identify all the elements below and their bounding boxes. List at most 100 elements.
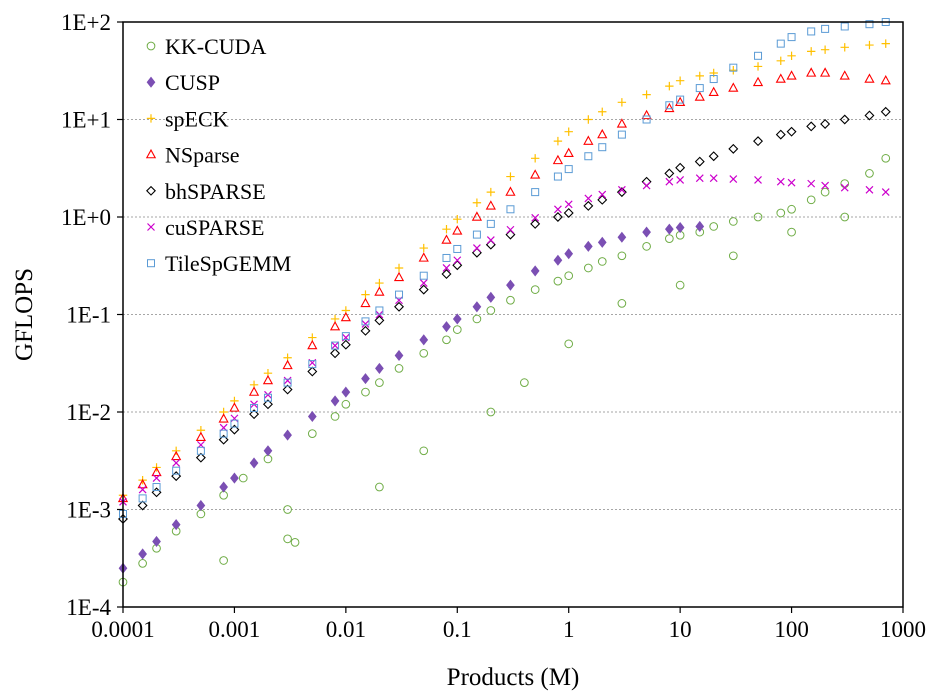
data-point <box>695 174 704 183</box>
data-point <box>728 143 739 154</box>
data-point <box>283 505 292 514</box>
data-point <box>195 452 206 463</box>
data-point <box>138 485 147 494</box>
data-point <box>840 212 850 222</box>
data-point <box>641 109 652 120</box>
data-point <box>374 315 385 326</box>
x-tick-label: 10 <box>669 617 692 642</box>
data-point <box>196 446 205 455</box>
x-axis-title: Products (M) <box>447 664 580 691</box>
data-point <box>282 384 293 395</box>
data-point <box>171 519 181 531</box>
data-point <box>709 222 719 231</box>
data-point <box>597 236 607 248</box>
data-point <box>564 248 574 260</box>
data-point <box>441 269 452 280</box>
series-cusp <box>118 220 705 574</box>
data-point <box>283 534 292 544</box>
data-point <box>865 169 874 178</box>
data-point <box>708 86 719 97</box>
legend-marker <box>147 223 155 231</box>
data-point <box>218 413 229 423</box>
data-point <box>341 399 351 409</box>
data-point <box>152 483 161 492</box>
y-tick-label: 1E+0 <box>61 205 111 230</box>
data-point <box>329 320 341 331</box>
data-point <box>597 194 608 205</box>
data-point <box>137 500 148 511</box>
legend-label: KK-CUDA <box>165 34 267 59</box>
data-point <box>840 22 849 31</box>
data-point <box>553 205 562 214</box>
data-point <box>360 325 371 336</box>
data-point <box>486 236 495 244</box>
data-point <box>471 211 483 221</box>
data-point <box>664 168 675 179</box>
data-point <box>419 271 428 280</box>
data-point <box>787 227 796 237</box>
data-point <box>530 218 541 229</box>
data-point <box>695 220 705 232</box>
data-point <box>530 285 540 294</box>
data-point <box>341 386 351 398</box>
data-point <box>819 67 831 77</box>
data-point <box>807 27 816 36</box>
data-point <box>472 198 482 207</box>
data-point <box>642 242 651 251</box>
data-point <box>729 63 738 72</box>
data-point <box>563 147 574 158</box>
data-point <box>598 190 607 199</box>
y-tick-label: 1E+2 <box>61 10 111 35</box>
data-point <box>172 459 181 467</box>
data-point <box>563 207 574 218</box>
data-point <box>664 234 674 243</box>
data-point <box>152 474 161 483</box>
data-point <box>675 162 686 173</box>
data-point <box>552 154 564 165</box>
data-point <box>340 339 351 350</box>
data-point <box>472 301 482 313</box>
data-point <box>840 179 850 188</box>
data-point <box>553 136 563 146</box>
data-point <box>249 457 259 469</box>
x-tick-label: 0.001 <box>209 617 261 642</box>
legend-item: KK-CUDA <box>146 34 267 59</box>
data-point <box>248 386 260 396</box>
data-point <box>453 214 462 224</box>
data-point <box>375 378 384 387</box>
data-point <box>229 424 240 435</box>
data-point <box>283 429 292 441</box>
data-point <box>308 360 317 369</box>
data-point <box>360 297 371 308</box>
data-point <box>787 178 796 187</box>
data-point <box>821 181 830 190</box>
data-point <box>394 364 404 373</box>
legend-label: NSparse <box>165 143 240 168</box>
y-axis-title: GFLOPS <box>11 268 38 361</box>
x-tick-label: 1 <box>563 617 575 642</box>
series-nsparse <box>117 67 891 503</box>
data-point <box>263 445 273 457</box>
data-point <box>584 115 593 124</box>
legend-label: TileSpGEMM <box>165 251 291 276</box>
data-point <box>553 172 562 181</box>
legend-label: cuSPARSE <box>165 215 264 240</box>
data-point <box>865 185 874 194</box>
data-point <box>219 556 228 565</box>
data-point <box>485 200 496 210</box>
legend-marker <box>146 185 156 196</box>
data-point <box>419 243 428 253</box>
data-point <box>229 402 240 412</box>
data-point <box>753 62 763 71</box>
data-point <box>820 187 830 197</box>
data-point <box>138 548 147 560</box>
data-point <box>728 251 738 261</box>
data-point <box>442 264 451 272</box>
data-point <box>553 254 563 266</box>
data-point <box>219 481 228 493</box>
data-point <box>172 466 181 475</box>
data-point <box>151 466 162 477</box>
data-point <box>839 114 850 125</box>
data-point <box>283 376 292 385</box>
data-point <box>218 434 229 445</box>
